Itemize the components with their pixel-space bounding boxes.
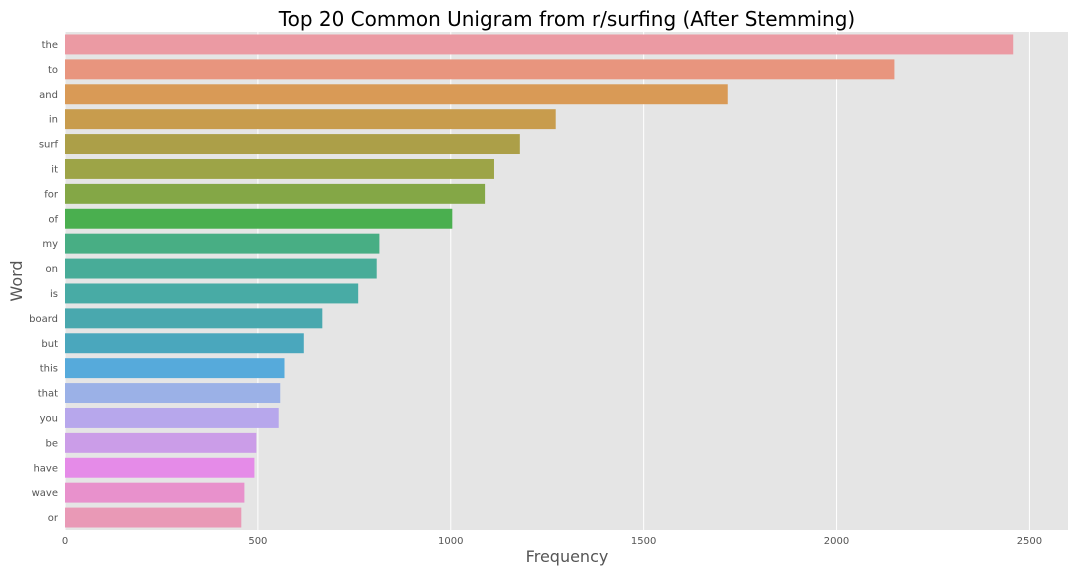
bar-my <box>65 233 380 254</box>
y-tick-label: for <box>44 189 59 200</box>
bars <box>65 34 1014 528</box>
bar-the <box>65 34 1014 55</box>
y-tick-label: on <box>46 264 58 275</box>
x-axis-label: Frequency <box>526 547 609 566</box>
bar-this <box>65 358 285 379</box>
y-tick-label: is <box>50 289 58 300</box>
bar-be <box>65 432 257 453</box>
bar-to <box>65 59 895 80</box>
y-tick-label: be <box>46 438 59 449</box>
y-tick-label: surf <box>39 140 59 151</box>
y-tick-label: it <box>51 164 58 175</box>
y-tick-label: have <box>33 463 58 474</box>
y-tick-label: but <box>41 339 58 350</box>
bar-and <box>65 84 728 105</box>
bar-is <box>65 283 359 304</box>
x-tick-label: 1500 <box>631 536 656 547</box>
bar-surf <box>65 134 520 155</box>
bar-board <box>65 308 323 329</box>
y-tick-label: this <box>40 364 58 375</box>
bar-on <box>65 258 377 279</box>
bar-but <box>65 333 304 354</box>
x-tick-label: 2000 <box>824 536 849 547</box>
y-tick-label: that <box>38 389 58 400</box>
bar-wave <box>65 482 245 503</box>
bar-for <box>65 183 486 204</box>
x-tick-labels: 0 500 1000 1500 2000 2500 <box>62 536 1042 547</box>
y-tick-label: in <box>49 115 58 126</box>
x-tick-label: 1000 <box>438 536 463 547</box>
chart-title: Top 20 Common Unigram from r/surfing (Af… <box>278 7 855 31</box>
x-tick-label: 0 <box>62 536 68 547</box>
y-tick-labels: the to and in surf it for of my on is board but this t… <box>29 40 59 524</box>
x-tick-label: 2500 <box>1017 536 1042 547</box>
y-tick-label: or <box>48 513 59 524</box>
bar-it <box>65 158 494 179</box>
y-tick-label: you <box>40 413 58 424</box>
bar-that <box>65 383 281 404</box>
bar-in <box>65 109 556 130</box>
y-tick-label: to <box>48 65 58 76</box>
plot-background <box>65 32 1068 530</box>
bar-of <box>65 208 453 229</box>
y-axis-label: Word <box>7 260 26 301</box>
x-tick-label: 500 <box>248 536 267 547</box>
bar-or <box>65 507 242 528</box>
y-tick-label: and <box>39 90 58 101</box>
y-tick-label: the <box>42 40 58 51</box>
bar-you <box>65 407 279 428</box>
y-tick-label: board <box>29 314 58 325</box>
y-tick-label: of <box>48 214 58 225</box>
y-tick-label: wave <box>32 488 58 499</box>
y-tick-label: my <box>42 239 58 250</box>
bar-have <box>65 457 255 478</box>
